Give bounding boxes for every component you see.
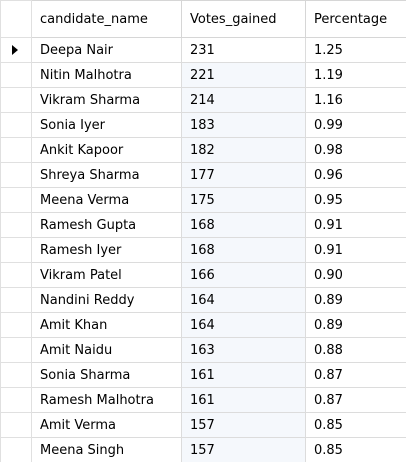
row-header[interactable] (0, 137, 32, 163)
row-header[interactable] (0, 362, 32, 388)
cell-candidate-name[interactable]: Vikram Sharma (31, 87, 182, 113)
table-row[interactable]: Sonia Sharma 161 0.87 (0, 362, 406, 388)
cell-candidate-name[interactable]: Amit Verma (31, 412, 182, 438)
cell-candidate-name[interactable]: Nandini Reddy (31, 287, 182, 313)
table-row[interactable]: Ramesh Gupta 168 0.91 (0, 212, 406, 238)
row-header[interactable] (0, 437, 32, 462)
cell-votes-gained[interactable]: 221 (181, 62, 306, 88)
row-header[interactable] (0, 337, 32, 363)
cell-votes-gained[interactable]: 161 (181, 387, 306, 413)
row-header-corner[interactable] (0, 0, 32, 38)
cell-percentage[interactable]: 0.88 (305, 337, 406, 363)
cell-candidate-name[interactable]: Amit Naidu (31, 337, 182, 363)
table-row[interactable]: Ankit Kapoor 182 0.98 (0, 137, 406, 163)
cell-votes-gained[interactable]: 168 (181, 212, 306, 238)
header-row: candidate_name Votes_gained Percentage (0, 0, 406, 38)
cell-percentage[interactable]: 0.91 (305, 237, 406, 263)
cell-candidate-name[interactable]: Meena Singh (31, 437, 182, 462)
table-row[interactable]: Meena Verma 175 0.95 (0, 187, 406, 213)
cell-percentage[interactable]: 0.87 (305, 362, 406, 388)
row-header[interactable] (0, 262, 32, 288)
row-header[interactable] (0, 62, 32, 88)
row-header[interactable] (0, 237, 32, 263)
table-row[interactable]: Meena Singh 157 0.85 (0, 437, 406, 462)
row-header[interactable] (0, 37, 32, 63)
cell-candidate-name[interactable]: Ramesh Gupta (31, 212, 182, 238)
row-header[interactable] (0, 187, 32, 213)
cell-votes-gained[interactable]: 182 (181, 137, 306, 163)
table-row[interactable]: Deepa Nair 231 1.25 (0, 37, 406, 63)
cell-votes-gained[interactable]: 164 (181, 287, 306, 313)
table-row[interactable]: Nandini Reddy 164 0.89 (0, 287, 406, 313)
cell-candidate-name[interactable]: Sonia Sharma (31, 362, 182, 388)
table-row[interactable]: Ramesh Malhotra 161 0.87 (0, 387, 406, 413)
cell-percentage[interactable]: 0.87 (305, 387, 406, 413)
table-row[interactable]: Amit Verma 157 0.85 (0, 412, 406, 438)
cell-percentage[interactable]: 0.85 (305, 412, 406, 438)
row-header[interactable] (0, 162, 32, 188)
cell-percentage[interactable]: 0.99 (305, 112, 406, 138)
cell-percentage[interactable]: 0.96 (305, 162, 406, 188)
row-pointer-icon (12, 45, 18, 55)
row-header[interactable] (0, 87, 32, 113)
cell-candidate-name[interactable]: Vikram Patel (31, 262, 182, 288)
cell-percentage[interactable]: 0.95 (305, 187, 406, 213)
cell-candidate-name[interactable]: Ramesh Malhotra (31, 387, 182, 413)
cell-percentage[interactable]: 0.89 (305, 287, 406, 313)
cell-candidate-name[interactable]: Shreya Sharma (31, 162, 182, 188)
column-header-votes-gained[interactable]: Votes_gained (181, 0, 306, 38)
cell-votes-gained[interactable]: 214 (181, 87, 306, 113)
cell-percentage[interactable]: 0.90 (305, 262, 406, 288)
cell-votes-gained[interactable]: 157 (181, 412, 306, 438)
cell-candidate-name[interactable]: Sonia Iyer (31, 112, 182, 138)
table-row[interactable]: Amit Khan 164 0.89 (0, 312, 406, 338)
cell-percentage[interactable]: 0.98 (305, 137, 406, 163)
row-header[interactable] (0, 212, 32, 238)
cell-votes-gained[interactable]: 161 (181, 362, 306, 388)
cell-votes-gained[interactable]: 157 (181, 437, 306, 462)
row-header[interactable] (0, 387, 32, 413)
table-row[interactable]: Vikram Sharma 214 1.16 (0, 87, 406, 113)
cell-votes-gained[interactable]: 183 (181, 112, 306, 138)
row-header[interactable] (0, 112, 32, 138)
cell-candidate-name[interactable]: Meena Verma (31, 187, 182, 213)
row-header[interactable] (0, 287, 32, 313)
cell-percentage[interactable]: 1.19 (305, 62, 406, 88)
cell-votes-gained[interactable]: 163 (181, 337, 306, 363)
cell-votes-gained[interactable]: 175 (181, 187, 306, 213)
cell-percentage[interactable]: 0.85 (305, 437, 406, 462)
cell-votes-gained[interactable]: 177 (181, 162, 306, 188)
table-row[interactable]: Vikram Patel 166 0.90 (0, 262, 406, 288)
table-body: Deepa Nair 231 1.25 Nitin Malhotra 221 1.19 Vi… (0, 37, 406, 462)
table-row[interactable]: Amit Naidu 163 0.88 (0, 337, 406, 363)
cell-percentage[interactable]: 1.16 (305, 87, 406, 113)
table-row[interactable]: Nitin Malhotra 221 1.19 (0, 62, 406, 88)
cell-votes-gained[interactable]: 168 (181, 237, 306, 263)
cell-candidate-name[interactable]: Ramesh Iyer (31, 237, 182, 263)
cell-candidate-name[interactable]: Ankit Kapoor (31, 137, 182, 163)
cell-candidate-name[interactable]: Amit Khan (31, 312, 182, 338)
column-header-candidate-name[interactable]: candidate_name (31, 0, 182, 38)
cell-votes-gained[interactable]: 166 (181, 262, 306, 288)
cell-percentage[interactable]: 1.25 (305, 37, 406, 63)
row-header[interactable] (0, 312, 32, 338)
row-header[interactable] (0, 412, 32, 438)
cell-votes-gained[interactable]: 164 (181, 312, 306, 338)
cell-votes-gained[interactable]: 231 (181, 37, 306, 63)
cell-percentage[interactable]: 0.91 (305, 212, 406, 238)
cell-candidate-name[interactable]: Nitin Malhotra (31, 62, 182, 88)
table-row[interactable]: Shreya Sharma 177 0.96 (0, 162, 406, 188)
column-header-percentage[interactable]: Percentage (305, 0, 406, 38)
cell-percentage[interactable]: 0.89 (305, 312, 406, 338)
table-row[interactable]: Sonia Iyer 183 0.99 (0, 112, 406, 138)
table-row[interactable]: Ramesh Iyer 168 0.91 (0, 237, 406, 263)
cell-candidate-name[interactable]: Deepa Nair (31, 37, 182, 63)
